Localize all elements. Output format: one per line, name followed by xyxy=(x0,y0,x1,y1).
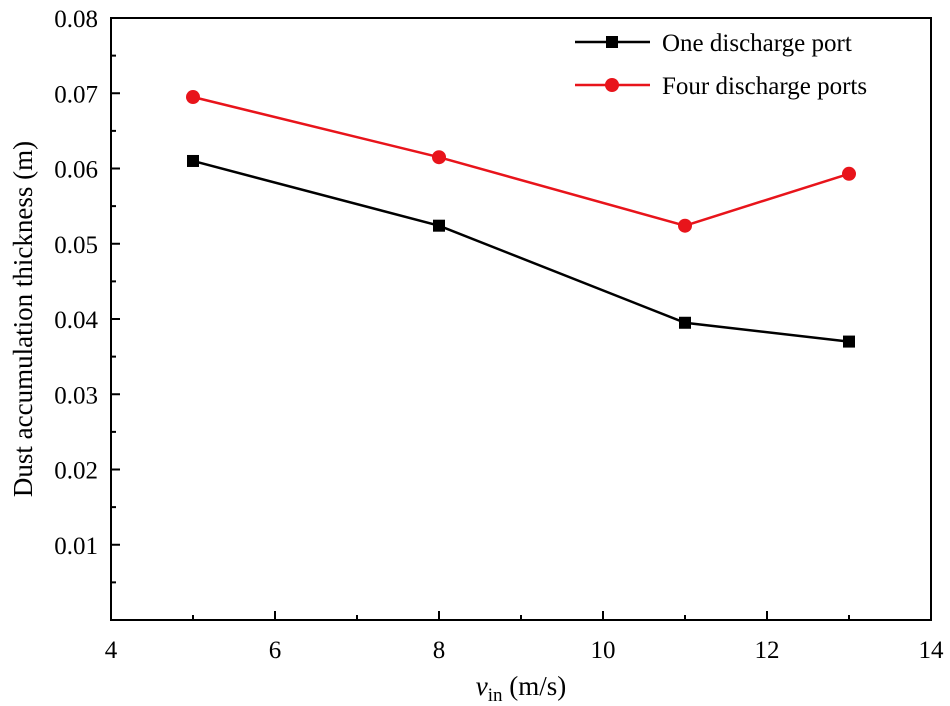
x-tick-label: 12 xyxy=(755,637,780,664)
plot-area: 4 6 8 10 12 14 0.010.020.030.040.050.060.070.… xyxy=(54,6,944,664)
y-tick-label: 0.02 xyxy=(54,458,98,485)
series-line-one-discharge-port xyxy=(192,159,850,343)
data-point-one-discharge-port xyxy=(433,219,445,232)
x-axis-var: v xyxy=(476,671,488,701)
legend-entry-one-discharge-port: One discharge port xyxy=(575,30,852,57)
series-line-four-discharge-ports xyxy=(192,95,850,227)
x-axis-title: vin (m/s) xyxy=(476,671,567,706)
x-axis-unit: (m/s) xyxy=(503,671,567,701)
x-tick-label: 14 xyxy=(919,637,945,664)
legend-label-four-discharge-ports: Four discharge ports xyxy=(662,73,867,100)
x-tick-label: 8 xyxy=(433,637,446,664)
legend-label-one-discharge-port: One discharge port xyxy=(662,30,852,57)
x-axis-ticks: 4 6 8 10 12 14 xyxy=(105,611,944,664)
x-tick-label: 4 xyxy=(105,637,118,664)
y-tick-label: 0.03 xyxy=(54,382,98,409)
series-layer xyxy=(186,90,856,348)
legend: One discharge port Four discharge ports xyxy=(575,30,867,100)
data-point-four-discharge-ports xyxy=(186,90,200,105)
y-tick-label: 0.07 xyxy=(54,81,98,108)
x-axis-var-subscript: in xyxy=(488,685,503,706)
data-point-one-discharge-port xyxy=(679,316,691,329)
data-point-four-discharge-ports xyxy=(432,150,446,165)
data-point-four-discharge-ports xyxy=(678,218,692,233)
data-point-one-discharge-port xyxy=(187,154,199,167)
y-tick-label: 0.01 xyxy=(54,533,98,560)
data-point-one-discharge-port xyxy=(843,335,855,348)
legend-marker-square xyxy=(606,36,618,48)
y-axis-ticks: 0.01 0.02 0.03 0.04 0.05 0.06 0.07 0.08 xyxy=(54,6,120,584)
legend-marker-circle xyxy=(605,78,619,92)
y-tick-label: 0.08 xyxy=(54,6,98,33)
y-axis-title: Dust accumulation thickness (m) xyxy=(8,141,38,497)
legend-entry-four-discharge-ports: Four discharge ports xyxy=(575,73,867,100)
y-tick-label: 0.04 xyxy=(54,307,98,334)
data-point-four-discharge-ports xyxy=(842,166,856,181)
x-tick-label: 10 xyxy=(591,637,616,664)
x-tick-label: 6 xyxy=(269,637,282,664)
y-tick-label: 0.06 xyxy=(54,157,98,184)
y-tick-label: 0.05 xyxy=(54,232,98,259)
